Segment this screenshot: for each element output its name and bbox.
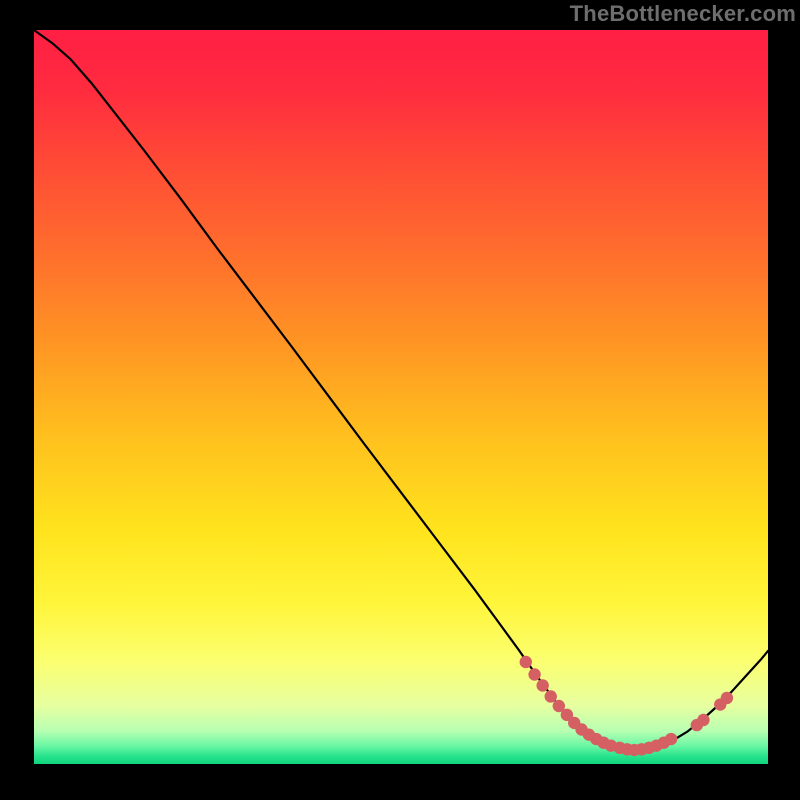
chart-root: TheBottlenecker.com <box>0 0 800 800</box>
curve-marker-dot <box>536 679 548 691</box>
curve-marker-dot <box>520 656 532 668</box>
curve-marker-dot <box>721 692 733 704</box>
curve-marker-dot <box>665 733 677 745</box>
plot-background-gradient <box>34 30 768 764</box>
curve-marker-dot <box>528 668 540 680</box>
chart-svg <box>0 0 800 800</box>
curve-marker-dot <box>697 714 709 726</box>
curve-marker-dot <box>545 690 557 702</box>
watermark-label: TheBottlenecker.com <box>570 1 796 27</box>
